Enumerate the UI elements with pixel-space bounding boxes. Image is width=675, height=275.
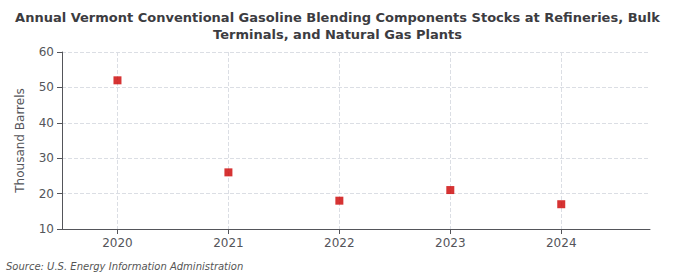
svg-text:30: 30 — [39, 151, 54, 165]
svg-text:Thousand Barrels: Thousand Barrels — [13, 88, 27, 193]
svg-text:Annual Vermont Conventional Ga: Annual Vermont Conventional Gasoline Ble… — [15, 10, 660, 25]
svg-text:2023: 2023 — [435, 236, 466, 250]
svg-text:Terminals, and Natural Gas Pla: Terminals, and Natural Gas Plants — [213, 27, 462, 42]
svg-text:Source: U.S. Energy Informatio: Source: U.S. Energy Information Administ… — [6, 261, 243, 272]
svg-text:40: 40 — [39, 116, 54, 130]
svg-text:2022: 2022 — [324, 236, 355, 250]
svg-text:2024: 2024 — [546, 236, 577, 250]
svg-text:2021: 2021 — [213, 236, 244, 250]
svg-text:20: 20 — [39, 187, 54, 201]
svg-text:2020: 2020 — [102, 236, 133, 250]
svg-text:60: 60 — [39, 45, 54, 59]
svg-text:10: 10 — [39, 222, 54, 236]
svg-text:50: 50 — [39, 80, 54, 94]
